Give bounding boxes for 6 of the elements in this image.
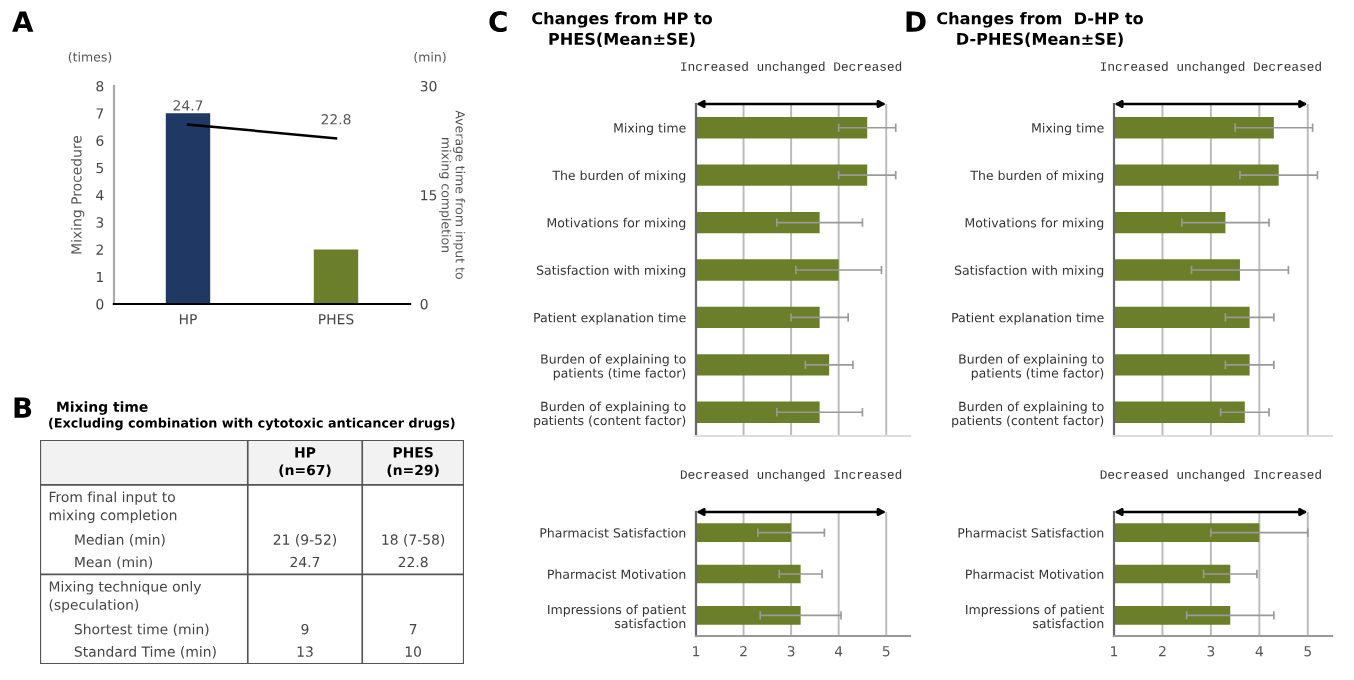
- text: A: [12, 11, 34, 32]
- text: B: [14, 397, 32, 418]
- text: C: [489, 11, 507, 33]
- chart-title: Changes from HP to PHES(Mean±SE): [532, 11, 712, 47]
- chart-title: Changes from D-HP to D-PHES(Mean±SE): [937, 11, 1143, 47]
- text: D: [906, 11, 926, 32]
